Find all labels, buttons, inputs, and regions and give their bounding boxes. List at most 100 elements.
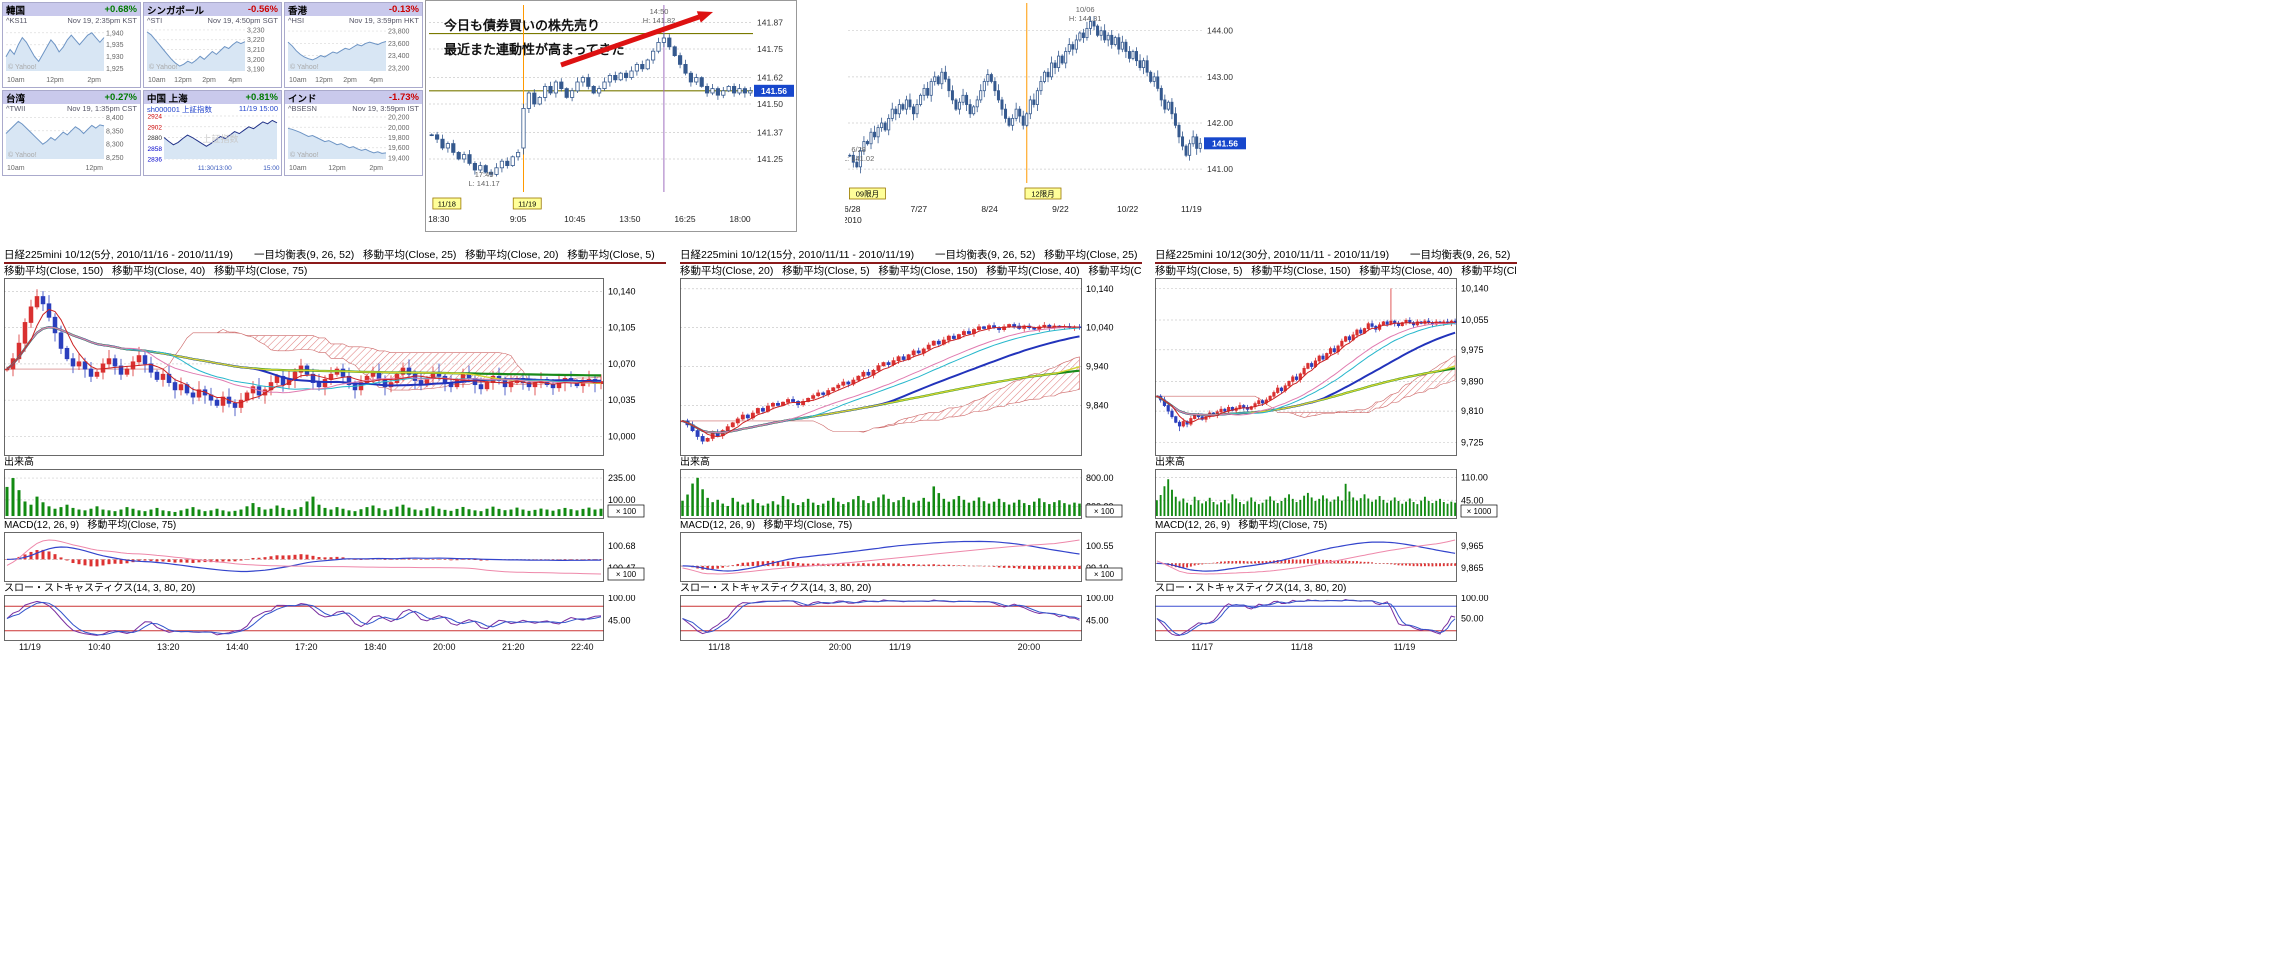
svg-text:H: 144.31: H: 144.31: [1069, 14, 1102, 23]
svg-text:4pm: 4pm: [369, 77, 383, 84]
x-axis-labels: 11/17 11/18 11/19: [1155, 641, 1517, 655]
taiwan-sparkline-chart[interactable]: 8,400 8,350 8,300 8,250 © Yahoo! 10am 12pm: [3, 114, 140, 174]
market-tile-subheader: ^KS11 Nov 19, 2:35pm KST: [3, 16, 140, 26]
market-tile-header: インド -1.73%: [285, 91, 422, 105]
indicator-labels-2: 移動平均(Close, 20) 移動平均(Close, 5) 移動平均(Clos…: [680, 265, 1142, 277]
svg-text:10am: 10am: [7, 165, 25, 172]
market-tile-subheader: ^BSESN Nov 19, 3:59pm IST: [285, 104, 422, 114]
x-axis-label: 20:00: [433, 642, 456, 652]
svg-text:9,810: 9,810: [1461, 406, 1484, 416]
panel-header: 日経225mini 10/12(15分, 2010/11/11 - 2010/1…: [680, 248, 1142, 264]
svg-text:23,600: 23,600: [388, 41, 410, 48]
svg-text:× 1000: × 1000: [1467, 507, 1492, 516]
svg-text:20,000: 20,000: [388, 125, 410, 132]
svg-text:12pm: 12pm: [174, 77, 192, 84]
macd-chart[interactable]: 100.68100.47× 100: [4, 532, 662, 582]
stochastics-chart[interactable]: 100.00 45.00: [4, 595, 662, 641]
svg-text:45.00: 45.00: [1086, 616, 1109, 626]
indicator-labels: 一目均衡表(9, 26, 52) 移動平均(Close, 25): [935, 249, 1138, 261]
market-symbol: ^TWII: [6, 104, 26, 113]
svg-text:141.56: 141.56: [1212, 138, 1238, 148]
volume-chart[interactable]: 800.00200.00× 100: [680, 469, 1140, 519]
svg-text:100.55: 100.55: [1086, 541, 1114, 551]
svg-text:18:00: 18:00: [729, 214, 751, 224]
svg-text:14:50: 14:50: [650, 7, 669, 16]
jgb-daily-chart[interactable]: 144.00 143.00 142.00 141.00 141.56 09限月 12限月 6/…: [843, 0, 1255, 226]
korea-sparkline-chart[interactable]: 1,940 1,935 1,930 1,925 © Yahoo! 10am 12pm 2pm: [3, 26, 140, 86]
macd-chart[interactable]: 100.5599.10× 100: [680, 532, 1140, 582]
annotation-note-1: 今日も債券買いの株先売り: [444, 18, 601, 33]
market-tile-india[interactable]: インド -1.73% ^BSESN Nov 19, 3:59pm IST 20,…: [284, 90, 423, 176]
macd-chart[interactable]: 9,965 9,865: [1155, 532, 1515, 582]
volume-chart[interactable]: 110.00 45.00 × 1000: [1155, 469, 1515, 519]
svg-text:8,300: 8,300: [106, 142, 124, 149]
x-axis-label: 10:40: [88, 642, 111, 652]
svg-text:H: 141.82: H: 141.82: [643, 16, 676, 25]
nikkei-15min-panel: 日経225mini 10/12(15分, 2010/11/11 - 2010/1…: [680, 248, 1142, 655]
price-chart[interactable]: 10,140 10,055 9,975 9,890 9,810 9,725: [1155, 278, 1515, 456]
market-timestamp: Nov 19, 4:50pm SGT: [207, 16, 278, 25]
panel-header-2: 移動平均(Close, 20) 移動平均(Close, 5) 移動平均(Clos…: [680, 264, 1142, 278]
svg-text:09限月: 09限月: [856, 190, 879, 199]
svg-text:17:45: 17:45: [475, 170, 494, 179]
svg-text:1,935: 1,935: [106, 42, 124, 49]
market-timestamp: Nov 19, 3:59pm IST: [352, 104, 419, 113]
svg-text:19,800: 19,800: [388, 135, 410, 142]
volume-chart[interactable]: 235.00 100.00 × 100: [4, 469, 662, 519]
market-tile-shanghai[interactable]: 中国 上海 +0.81% sh000001 上証指数 11/19 15:00 2…: [143, 90, 282, 176]
svg-text:10,035: 10,035: [608, 395, 636, 405]
x-axis-label: 22:40: [571, 642, 594, 652]
market-tile-subheader: ^TWII Nov 19, 1:35pm CST: [3, 104, 140, 114]
jgb-intraday-chart[interactable]: 141.87 141.75 141.62 141.50 141.37 141.25 141.…: [426, 1, 796, 231]
singapore-sparkline-chart[interactable]: 3,230 3,220 3,210 3,200 3,190 © Yahoo! 10am 12p…: [144, 26, 281, 86]
volume-label: 出来高: [680, 457, 710, 468]
stochastics-chart[interactable]: 100.00 45.00: [680, 595, 1140, 641]
market-tile-header: 台湾 +0.27%: [3, 91, 140, 105]
market-symbol: ^STI: [147, 16, 163, 25]
x-axis-label: 11/17: [1191, 642, 1214, 652]
svg-text:10,055: 10,055: [1461, 315, 1489, 325]
svg-text:141.75: 141.75: [757, 44, 783, 54]
svg-text:11:30/13:00: 11:30/13:00: [198, 165, 232, 172]
svg-text:10/22: 10/22: [1117, 204, 1139, 214]
svg-text:L: 141.17: L: 141.17: [468, 179, 499, 188]
svg-text:上証指数: 上証指数: [202, 133, 238, 144]
shanghai-sparkline-chart[interactable]: 2924 2902 2880 2858 2836 上証指数 11:30/13:00 15:00: [144, 114, 281, 174]
x-axis-label: 20:00: [1017, 642, 1041, 652]
panel-title: 日経225mini 10/12(15分, 2010/11/11 - 2010/1…: [680, 249, 915, 261]
x-axis-label: 11/18: [1290, 642, 1313, 652]
svg-text:23,800: 23,800: [388, 29, 410, 36]
stochastics-label: スロー・ストキャスティクス(14, 3, 80, 20): [680, 583, 872, 594]
market-tile-singapore[interactable]: シンガポール -0.56% ^STI Nov 19, 4:50pm SGT 3,…: [143, 2, 282, 88]
stochastics-chart[interactable]: 100.00 50.00: [1155, 595, 1515, 641]
svg-text:23,400: 23,400: [388, 53, 410, 60]
svg-text:144.00: 144.00: [1207, 26, 1233, 36]
panel-title: 日経225mini 10/12(5分, 2010/11/16 - 2010/11…: [4, 249, 234, 261]
market-tile-korea[interactable]: 韓国 +0.68% ^KS11 Nov 19, 2:35pm KST 1,940…: [2, 2, 141, 88]
svg-text:L: 141.02: L: 141.02: [845, 154, 874, 163]
price-chart[interactable]: 10,140 10,105 10,070 10,035 10,000: [4, 278, 662, 456]
svg-text:1,930: 1,930: [106, 54, 124, 61]
hongkong-sparkline-chart[interactable]: 23,800 23,600 23,400 23,200 © Yahoo! 10am 12pm…: [285, 26, 422, 86]
svg-text:4pm: 4pm: [228, 77, 242, 84]
svg-text:© Yahoo!: © Yahoo!: [149, 63, 178, 71]
market-tile-subheader: ^HSI Nov 19, 3:59pm HKT: [285, 16, 422, 26]
volume-label: 出来高: [4, 457, 34, 468]
market-tile-taiwan[interactable]: 台湾 +0.27% ^TWII Nov 19, 1:35pm CST 8,400…: [2, 90, 141, 176]
svg-text:141.25: 141.25: [757, 154, 783, 164]
market-tile-hongkong[interactable]: 香港 -0.13% ^HSI Nov 19, 3:59pm HKT 23,800…: [284, 2, 423, 88]
india-sparkline-chart[interactable]: 20,200 20,000 19,800 19,600 19,400 © Yahoo! 10…: [285, 114, 422, 174]
svg-text:8,350: 8,350: [106, 128, 124, 135]
indicator-labels-2: 移動平均(Close, 150) 移動平均(Close, 40) 移動平均(Cl…: [4, 265, 308, 277]
market-change: +0.81%: [245, 92, 279, 103]
market-tile-header: 香港 -0.13%: [285, 3, 422, 17]
svg-text:10/06: 10/06: [1076, 5, 1095, 14]
svg-text:10am: 10am: [289, 165, 307, 172]
price-chart[interactable]: 10,140 10,040 9,940 9,840: [680, 278, 1140, 456]
svg-text:9,840: 9,840: [1086, 400, 1109, 410]
svg-text:8/24: 8/24: [981, 204, 998, 214]
svg-text:141.87: 141.87: [757, 18, 783, 28]
svg-text:× 100: × 100: [616, 570, 637, 579]
svg-text:× 100: × 100: [1094, 507, 1115, 516]
